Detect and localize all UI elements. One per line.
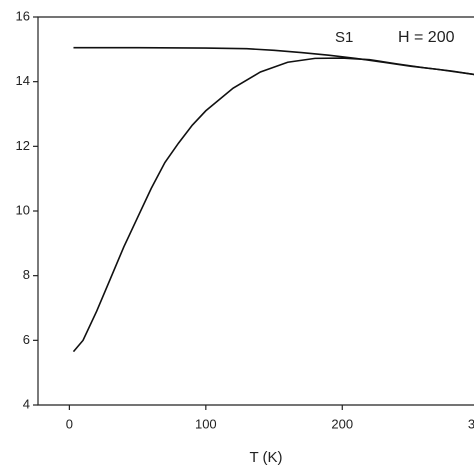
- x-tick-label: 100: [195, 416, 217, 431]
- y-tick-label: 14: [16, 73, 30, 88]
- x-axis-label: T (K): [249, 449, 282, 466]
- y-tick-label: 16: [16, 8, 30, 23]
- y-tick-label: 6: [23, 332, 30, 347]
- x-tick-label: 200: [331, 416, 353, 431]
- y-tick-label: 10: [16, 202, 30, 217]
- x-tick-label: 300: [468, 416, 474, 431]
- y-tick-label: 8: [23, 267, 30, 282]
- annotation: H = 200: [398, 29, 455, 46]
- y-tick-label: 12: [16, 138, 30, 153]
- x-tick-label: 0: [66, 416, 73, 431]
- annotation: S1: [335, 29, 353, 46]
- y-tick-label: 4: [23, 396, 30, 411]
- data-line: [73, 46, 474, 76]
- data-line: [72, 57, 474, 353]
